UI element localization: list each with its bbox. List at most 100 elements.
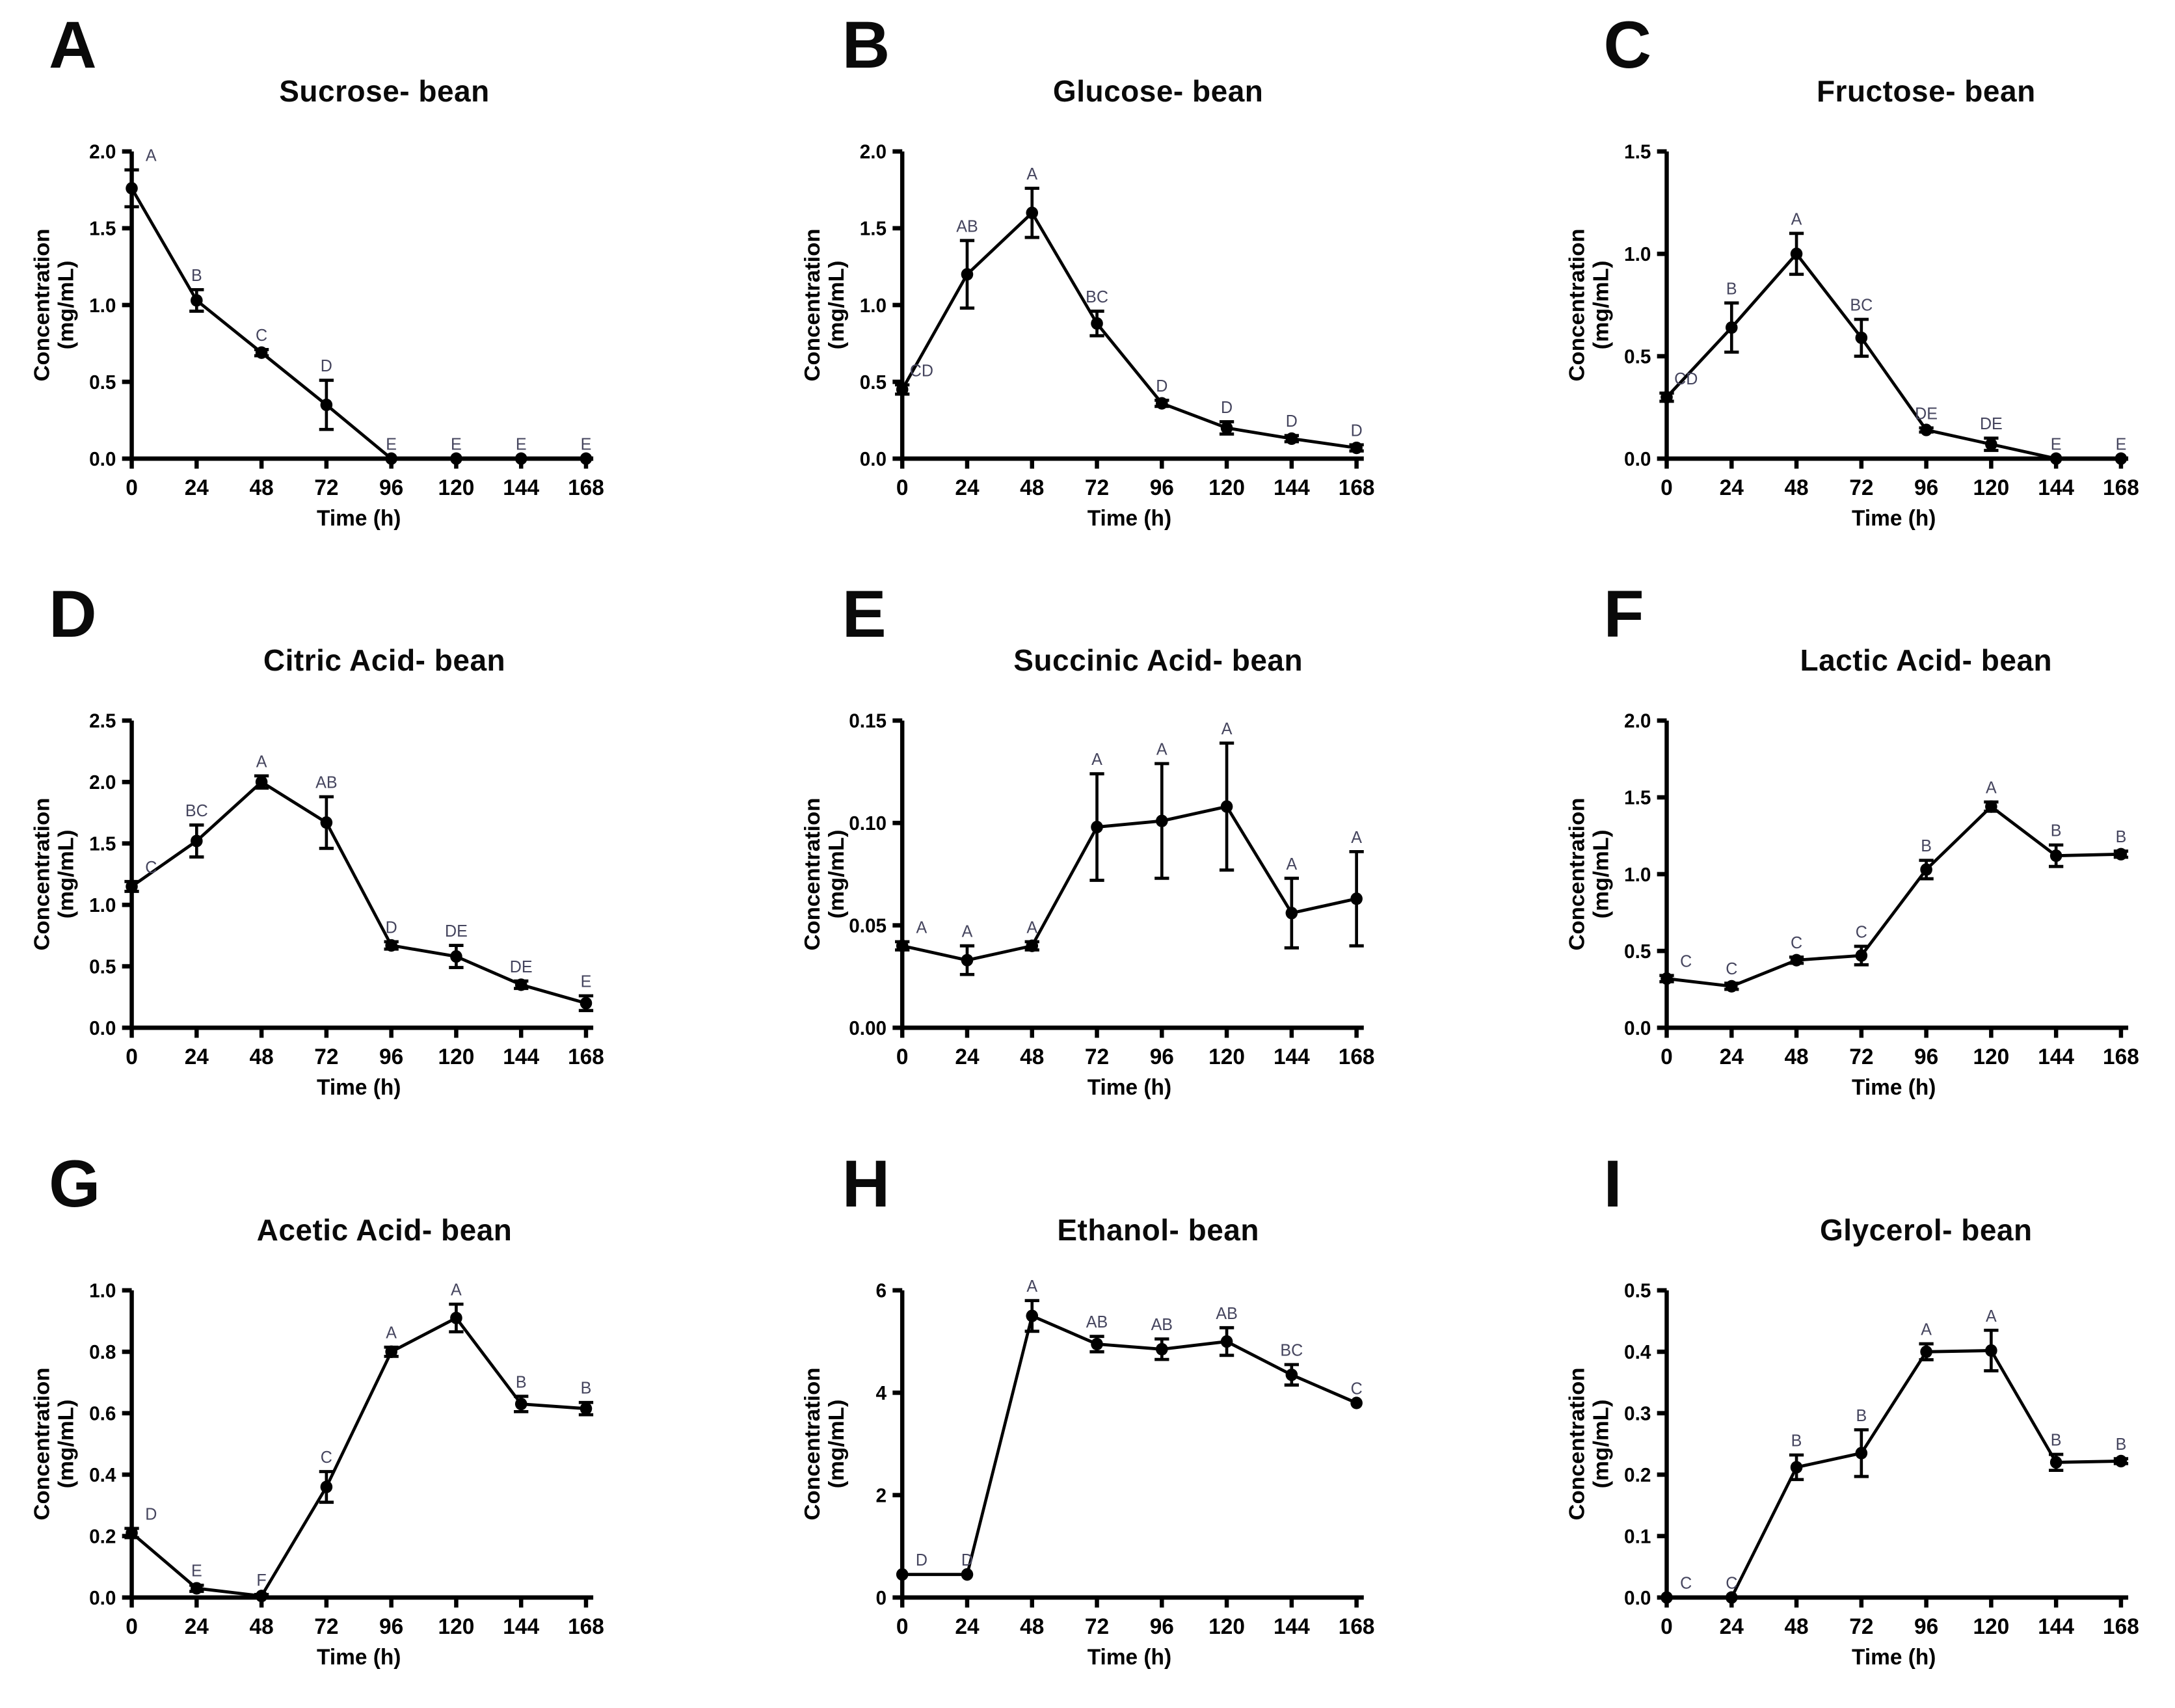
significance-label: BC: [1850, 296, 1873, 315]
x-tick-label: 0: [1661, 1045, 1674, 1070]
significance-label: E: [451, 435, 462, 454]
x-axis-label: Time (h): [317, 506, 401, 531]
significance-label: AB: [1216, 1304, 1237, 1323]
significance-label: E: [581, 435, 592, 454]
significance-label: B: [516, 1373, 527, 1392]
x-tick-label: 48: [1785, 475, 1809, 500]
x-tick-label: 96: [379, 475, 403, 500]
data-point: [1726, 980, 1738, 993]
data-point: [1855, 949, 1868, 963]
panel-letter: C: [1603, 10, 1651, 82]
y-tick-label: 0.0: [89, 1587, 116, 1609]
data-point: [450, 1311, 462, 1324]
significance-label: F: [256, 1571, 266, 1590]
y-tick-label: 1.5: [89, 218, 116, 240]
data-point: [1855, 1447, 1868, 1460]
x-tick-label: 168: [1338, 475, 1374, 500]
data-point: [1285, 432, 1298, 446]
data-point: [2050, 849, 2062, 862]
x-tick-label: 168: [2103, 1614, 2139, 1639]
significance-label: B: [1856, 1406, 1867, 1425]
data-line: [901, 805, 1357, 962]
y-tick-label: 0.5: [89, 371, 116, 394]
data-point: [1791, 247, 1803, 260]
data-point: [1855, 331, 1868, 345]
data-point: [1350, 892, 1363, 905]
x-tick-label: 120: [1208, 1045, 1245, 1070]
x-tick-label: 72: [314, 1045, 338, 1070]
data-point: [126, 181, 138, 195]
x-tick-label: 168: [568, 1045, 604, 1070]
data-point: [896, 383, 909, 396]
data-point: [1155, 814, 1168, 828]
y-axis-label: (mg/mL): [1589, 261, 1613, 350]
data-point: [1090, 317, 1103, 330]
x-tick-label: 96: [1914, 1614, 1938, 1639]
x-tick-label: 168: [568, 475, 604, 500]
y-axis-label: (mg/mL): [54, 830, 78, 919]
y-tick-label: 1.0: [89, 1280, 116, 1302]
y-tick-label: 4: [875, 1382, 887, 1404]
y-tick-label: 0: [875, 1587, 887, 1609]
data-point: [1920, 863, 1933, 876]
x-tick-label: 0: [896, 1614, 909, 1639]
line-chart: 0.0 0.5 1.0 1.5 2.0 2.5 0 24 48 72 96 120 144 168 Time…: [30, 711, 604, 1101]
x-tick-label: 24: [185, 475, 209, 500]
significance-label: AB: [315, 773, 337, 792]
panel-succinic-acid: E Succinic Acid- bean 0.00 0.05 0.10 0.15 0 2…: [751, 580, 1424, 1128]
y-axis-label: Concentration: [30, 798, 54, 951]
significance-label: BC: [1280, 1341, 1303, 1360]
significance-label: A: [1986, 779, 1997, 797]
data-point: [1026, 939, 1038, 953]
significance-label: C: [1680, 1574, 1692, 1593]
significance-label: C: [1680, 952, 1692, 971]
x-tick-label: 48: [1785, 1045, 1809, 1070]
data-point: [1661, 391, 1674, 404]
significance-label: D: [1285, 412, 1297, 431]
data-line: [1666, 805, 2122, 989]
y-axis-label: (mg/mL): [54, 261, 78, 350]
data-point: [1985, 1344, 1997, 1357]
x-tick-label: 144: [503, 475, 539, 500]
x-tick-label: 0: [126, 1614, 138, 1639]
x-tick-label: 72: [314, 475, 338, 500]
data-point: [320, 816, 333, 829]
significance-label: A: [1791, 210, 1802, 229]
line-chart: 0.0 0.2 0.4 0.6 0.8 1.0 0 24 48 72 96 120 144 168 Time…: [30, 1280, 604, 1670]
x-axis-label: Time (h): [1852, 1644, 1936, 1670]
data-point: [1155, 397, 1168, 410]
significance-label: C: [1856, 923, 1867, 942]
significance-label: A: [1026, 165, 1037, 184]
significance-label: E: [386, 435, 397, 454]
significance-label: E: [516, 435, 527, 454]
x-tick-label: 96: [1914, 475, 1938, 500]
x-tick-label: 0: [1661, 475, 1674, 500]
y-tick-label: 1.5: [1624, 141, 1651, 163]
significance-label: A: [1221, 720, 1232, 739]
significance-label: B: [2116, 828, 2127, 847]
x-tick-label: 120: [1973, 1614, 2010, 1639]
y-tick-label: 0.05: [849, 915, 887, 937]
data-point: [320, 398, 333, 412]
data-point: [191, 1581, 203, 1595]
panel-citric-acid: D Citric Acid- bean 0.0 0.5 1.0 1.5 2.0 2.5 0 2…: [26, 580, 699, 1128]
significance-label: A: [1091, 751, 1102, 769]
data-point: [896, 1568, 909, 1581]
significance-label: B: [2051, 822, 2062, 841]
data-point: [385, 452, 397, 465]
x-axis-label: Time (h): [1852, 1075, 1936, 1101]
y-tick-label: 0.4: [89, 1464, 116, 1486]
data-point: [1726, 321, 1738, 334]
panel-letter: E: [842, 580, 887, 652]
x-tick-label: 120: [1208, 475, 1245, 500]
y-tick-label: 0.0: [859, 448, 886, 470]
data-point: [1791, 1460, 1803, 1474]
y-tick-label: 0.5: [859, 371, 886, 394]
y-tick-label: 1.0: [89, 895, 116, 917]
line-chart: 0.0 0.5 1.0 1.5 2.0 0 24 48 72 96 120 144 168 Time (h…: [30, 141, 604, 531]
x-tick-label: 48: [1020, 475, 1044, 500]
panel-lactic-acid: F Lactic Acid- bean 0.0 0.5 1.0 1.5 2.0 0 24 48…: [1476, 580, 2149, 1128]
x-tick-label: 24: [955, 1614, 979, 1639]
y-axis-label: Concentration: [800, 1367, 824, 1520]
